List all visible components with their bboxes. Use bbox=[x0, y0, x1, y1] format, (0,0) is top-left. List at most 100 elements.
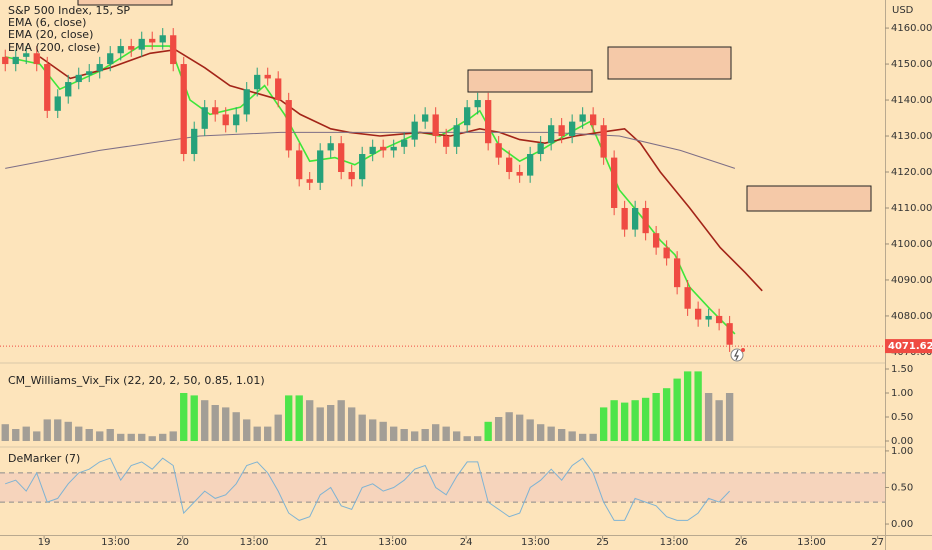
bar bbox=[54, 419, 62, 442]
bar bbox=[484, 421, 492, 442]
candle-body bbox=[128, 46, 135, 50]
bar bbox=[253, 426, 261, 442]
bar bbox=[494, 417, 503, 442]
bar bbox=[390, 426, 398, 442]
candle-body bbox=[317, 150, 324, 183]
bar bbox=[22, 426, 30, 442]
bar bbox=[348, 407, 356, 442]
bar bbox=[306, 400, 314, 442]
y-tick-label: 4140.00 bbox=[891, 95, 932, 106]
bar bbox=[274, 414, 282, 442]
candle-body bbox=[75, 74, 82, 83]
candle-body bbox=[212, 107, 219, 115]
candle-body bbox=[631, 207, 639, 230]
annotation-box[interactable] bbox=[77, 0, 173, 6]
y-tick-label: 4080.00 bbox=[891, 311, 932, 322]
chart-title: S&P 500 Index, 15, SP bbox=[8, 4, 130, 17]
candle-body bbox=[537, 143, 544, 155]
candle-body bbox=[621, 207, 628, 230]
candle-body bbox=[443, 136, 450, 147]
bar bbox=[285, 395, 293, 442]
candle-body bbox=[506, 157, 513, 173]
candle-body bbox=[264, 74, 271, 79]
bar bbox=[505, 412, 513, 442]
y-tick-label: 0.00 bbox=[891, 519, 913, 530]
candle-body bbox=[474, 100, 481, 108]
bar bbox=[473, 436, 482, 442]
x-tick-label: 13:00 bbox=[101, 537, 130, 548]
bar bbox=[222, 407, 230, 442]
candle-body bbox=[327, 143, 334, 151]
bar bbox=[327, 405, 335, 442]
candle-body bbox=[558, 125, 565, 137]
bar bbox=[536, 424, 545, 442]
bar bbox=[421, 429, 429, 442]
bar bbox=[526, 419, 534, 442]
bar bbox=[201, 400, 209, 442]
bar bbox=[631, 400, 639, 442]
candle-body bbox=[65, 82, 72, 97]
candle-body bbox=[380, 146, 387, 151]
candle-body bbox=[422, 114, 429, 122]
candle-body bbox=[673, 258, 681, 288]
candle-body bbox=[579, 114, 586, 122]
bar bbox=[243, 419, 251, 442]
x-tick-label: 26 bbox=[735, 537, 748, 548]
candle-body bbox=[432, 114, 439, 137]
candle-body bbox=[369, 146, 376, 155]
candle-body bbox=[527, 154, 534, 176]
y-tick-label: 0.00 bbox=[891, 436, 913, 447]
candle-body bbox=[33, 53, 40, 65]
bar bbox=[138, 433, 146, 442]
axis-unit: USD bbox=[892, 5, 914, 16]
candle-body bbox=[569, 121, 576, 137]
bar bbox=[673, 378, 681, 442]
candle-body bbox=[306, 179, 313, 183]
bar bbox=[452, 431, 461, 442]
y-tick-label: 1.50 bbox=[891, 364, 913, 375]
bar bbox=[190, 395, 198, 442]
y-tick-label: 1.00 bbox=[891, 446, 913, 457]
y-tick-label: 4090.00 bbox=[891, 275, 932, 286]
candle-body bbox=[2, 56, 9, 65]
candle-body bbox=[191, 128, 198, 155]
annotation-box[interactable] bbox=[607, 46, 732, 80]
candle-body bbox=[705, 315, 712, 320]
bar bbox=[442, 426, 450, 442]
bar bbox=[400, 429, 408, 442]
candle-body bbox=[54, 96, 61, 111]
band bbox=[0, 472, 885, 503]
bar bbox=[159, 433, 167, 442]
y-tick-label: 0.50 bbox=[891, 482, 913, 493]
bar bbox=[620, 402, 629, 442]
bar bbox=[725, 392, 734, 442]
candle-body bbox=[485, 100, 492, 144]
bar bbox=[557, 429, 566, 442]
candle-body bbox=[23, 53, 30, 57]
annotation-box[interactable] bbox=[746, 185, 872, 212]
candle-body bbox=[464, 107, 471, 126]
candle-body bbox=[590, 114, 597, 126]
drawings bbox=[77, 0, 872, 212]
alert-icon[interactable] bbox=[730, 348, 745, 362]
bar bbox=[1, 424, 9, 442]
bar bbox=[610, 400, 618, 442]
legend-entry: EMA (20, close) bbox=[8, 28, 93, 41]
bar bbox=[148, 436, 156, 442]
alert-circle[interactable] bbox=[730, 348, 744, 362]
bar bbox=[411, 431, 419, 442]
bar bbox=[106, 429, 114, 442]
last-price-label: 4071.62 bbox=[888, 341, 932, 352]
candle-body bbox=[338, 143, 345, 173]
candle-body bbox=[12, 56, 19, 65]
bar bbox=[704, 392, 713, 442]
x-tick-label: 13:00 bbox=[521, 537, 550, 548]
y-tick-label: 4110.00 bbox=[891, 203, 932, 214]
x-tick-label: 21 bbox=[315, 537, 328, 548]
candle-body bbox=[548, 125, 555, 144]
candle-body bbox=[117, 46, 124, 54]
candle-body bbox=[201, 107, 208, 129]
bar bbox=[64, 421, 72, 442]
annotation-box[interactable] bbox=[467, 69, 593, 93]
bar bbox=[316, 407, 324, 442]
